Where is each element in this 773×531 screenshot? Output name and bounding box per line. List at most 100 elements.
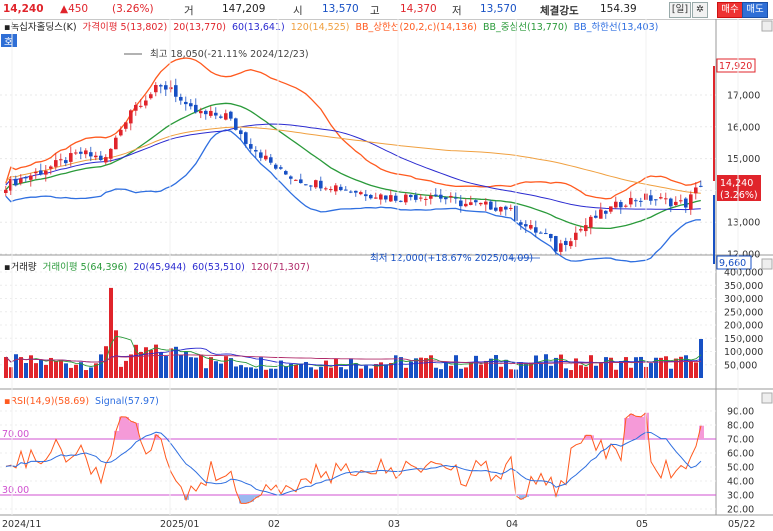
rsi-overbought-fill: [629, 413, 634, 439]
candle-body: [69, 153, 73, 162]
volume-bar: [329, 367, 333, 378]
candle-body: [269, 157, 273, 163]
x-tick: 04: [506, 519, 518, 530]
candle-body: [534, 227, 538, 233]
gear-icon[interactable]: ✲: [692, 2, 708, 18]
volume-bar: [109, 287, 113, 378]
candle-body: [349, 191, 353, 193]
candle-body: [654, 199, 658, 201]
period-button[interactable]: [일]: [669, 2, 691, 18]
candle-body: [219, 116, 223, 118]
rsi-oversold-fill: [519, 495, 524, 500]
candle-body: [274, 164, 278, 169]
volume-bar: [459, 368, 463, 378]
axis-current-pct: (3.26%): [720, 190, 758, 201]
current-price: 14,240: [3, 3, 44, 15]
candle-body: [629, 197, 633, 205]
volume-bar: [389, 362, 393, 378]
candle-body: [174, 85, 178, 97]
stock-chart[interactable]: 호 ▪녹십자홀딩스(K) 가격이평 5(13,802) 20(13,770) 60(1…: [0, 19, 773, 531]
volume-grid: [0, 271, 716, 366]
rsi-overbought-fill: [639, 416, 644, 439]
candle-body: [694, 187, 698, 194]
volume-bar: [129, 354, 133, 378]
candle-body: [544, 233, 548, 235]
volume-bar: [469, 362, 473, 378]
sell-button[interactable]: 매도: [742, 2, 768, 18]
price-tick: 12,000: [727, 250, 760, 261]
price-tick: 16,000: [727, 122, 760, 133]
candle-body: [414, 195, 418, 200]
candle-body: [439, 194, 443, 199]
rsi-grid: [0, 410, 716, 510]
volume-bar: [659, 357, 663, 378]
candle-body: [334, 185, 338, 192]
rsi-lower-level: 30.00: [2, 485, 29, 496]
volume-bar: [304, 361, 308, 378]
candle-body: [149, 94, 153, 99]
volume-bar: [59, 359, 63, 378]
rsi-overbought-fill: [129, 421, 134, 439]
volume-bar: [449, 365, 453, 378]
volume-bar: [364, 365, 368, 378]
candle-body: [74, 152, 78, 154]
volume-bar: [439, 369, 443, 378]
candle-body: [294, 179, 298, 181]
volume-legend-item: 60(53,510): [192, 262, 245, 273]
volume-bar: [579, 365, 583, 378]
volume-tick: 400,000: [724, 268, 763, 279]
volume-bar: [359, 368, 363, 378]
volume-value: 147,209: [222, 3, 266, 15]
candle-body: [689, 194, 693, 210]
volume-bar: [544, 354, 548, 378]
candle-body: [309, 185, 313, 187]
scrollbars[interactable]: [761, 20, 773, 404]
volume-bar: [144, 347, 148, 378]
candle-body: [29, 175, 33, 180]
volume-bar: [94, 363, 98, 378]
volume-bar: [219, 363, 223, 378]
candle-body: [649, 195, 653, 201]
candle-body: [659, 197, 663, 199]
volume-label: 거: [184, 5, 194, 17]
high-value: 14,370: [400, 3, 437, 15]
rsi-tick: 40.00: [727, 477, 754, 488]
candle-body: [599, 209, 603, 219]
buy-button[interactable]: 매수: [717, 2, 743, 18]
x-tick: 02: [268, 519, 280, 530]
volume-bar: [344, 369, 348, 378]
candle-body: [129, 110, 133, 124]
x-axis: 2024/11 2025/01 02 03 04 05 05/22: [2, 19, 755, 530]
volume-bar: [339, 367, 343, 378]
rsi-oversold-fill: [239, 495, 244, 504]
rsi-line: [5, 411, 702, 504]
price-legend-item: BB_중심선(13,770): [483, 22, 568, 33]
volume-bar: [604, 357, 608, 378]
candle-body: [399, 200, 403, 202]
volume-bar: [664, 356, 668, 378]
price-tick: 17,000: [727, 91, 760, 102]
ma120-line: [5, 126, 701, 194]
volume-bars: [4, 287, 703, 378]
candle-body: [234, 118, 238, 130]
volume-bar: [669, 368, 673, 378]
candle-body: [484, 201, 488, 205]
candle-body: [279, 167, 283, 169]
candle-body: [609, 206, 613, 212]
candle-body: [519, 222, 523, 225]
volume-legend-item: ▪거래량: [4, 261, 37, 273]
candle-body: [89, 152, 93, 157]
low-label: 저: [452, 5, 462, 17]
candle-body: [39, 170, 43, 175]
candle-body: [594, 215, 598, 218]
candle-body: [224, 113, 228, 120]
candle-body: [249, 144, 253, 149]
volume-bar: [399, 357, 403, 378]
volume-bar: [34, 363, 38, 378]
candle-body: [254, 150, 258, 152]
candle-body: [214, 112, 218, 116]
volume-legend-item: 거래이평 5(64,396): [43, 262, 128, 273]
quote-tag[interactable]: [1, 34, 17, 47]
candle-body: [444, 197, 448, 200]
rsi-overbought-fill: [699, 425, 704, 439]
